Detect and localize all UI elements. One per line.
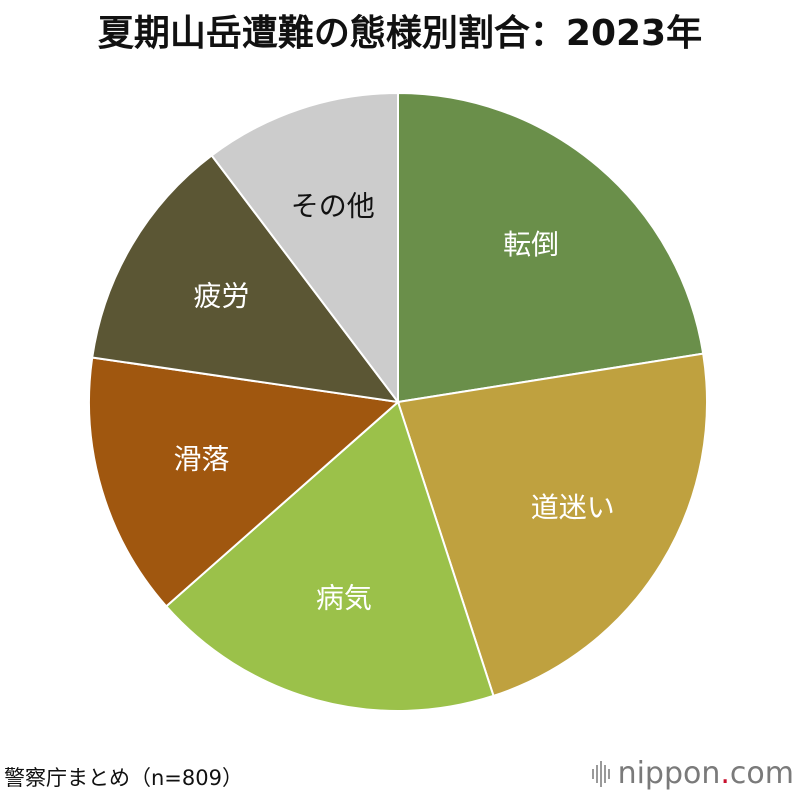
pie-slice-2 xyxy=(396,352,708,698)
brand-name: nippon.com xyxy=(618,756,794,791)
brand-dot: . xyxy=(720,756,730,791)
slice-label-3: 病気 xyxy=(316,582,372,615)
chart-title: 夏期山岳遭難の態様別割合：2023年 xyxy=(97,13,703,54)
slice-label-5: 疲労 xyxy=(194,280,250,313)
sound-wave-icon xyxy=(591,759,610,789)
slice-label-4: 滑落 xyxy=(173,442,229,475)
slice-label-6: その他 xyxy=(291,190,375,223)
pie-slice-3 xyxy=(164,400,495,712)
slice-label-1: 転倒 xyxy=(503,228,559,261)
brand-name-left: nippon xyxy=(617,756,721,791)
pie-slice-5 xyxy=(91,154,401,404)
pie-slice-4 xyxy=(88,356,401,608)
slice-label-2: 道迷い xyxy=(531,491,615,524)
brand-name-right: com xyxy=(729,756,794,791)
source-note: 警察庁まとめ（n=809） xyxy=(4,766,243,790)
brand-logo[interactable]: nippon.com xyxy=(591,756,794,791)
pie-slice-6 xyxy=(210,91,399,405)
pie-slice-1 xyxy=(397,91,705,404)
